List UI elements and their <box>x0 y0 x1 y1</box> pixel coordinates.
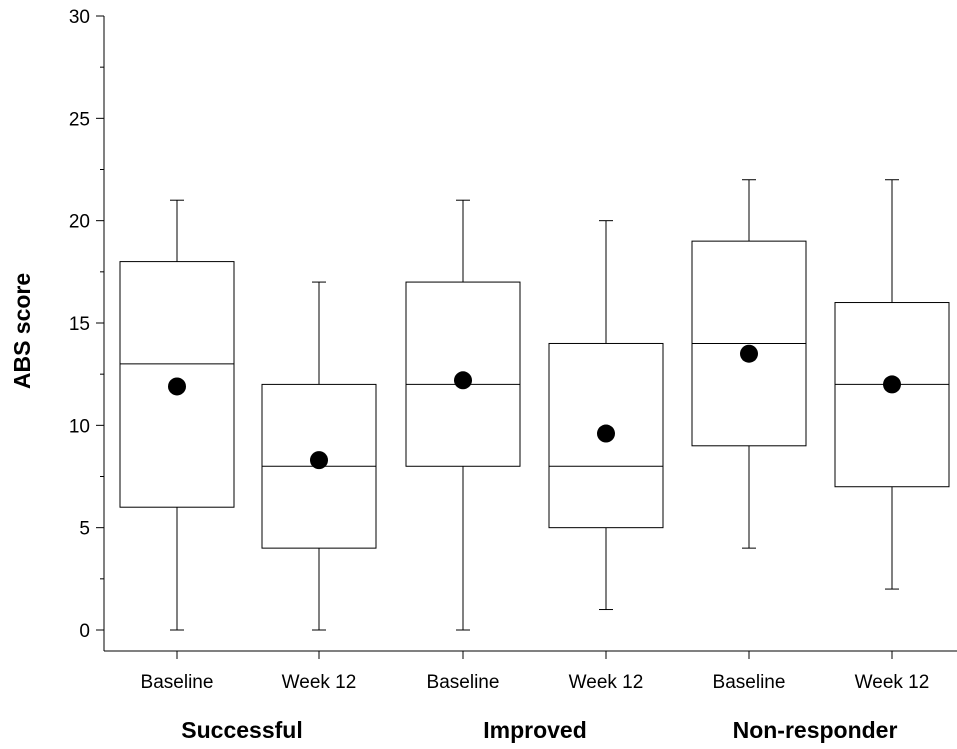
axes: 0 5 10 15 20 25 30 Baseline Week 12 Baseline Week … <box>69 7 957 743</box>
y-tick-label: 0 <box>79 621 90 642</box>
mean-marker <box>740 344 758 363</box>
x-category-label: Week 12 <box>282 672 357 693</box>
group-label: Successful <box>181 717 302 743</box>
box-4 <box>548 220 664 611</box>
y-tick-label: 25 <box>69 109 90 130</box>
mean-marker <box>168 377 186 396</box>
x-category-label: Baseline <box>141 672 214 693</box>
group-label: Improved <box>483 717 587 743</box>
mean-marker <box>454 371 472 390</box>
box-1 <box>119 199 235 631</box>
x-category-label: Week 12 <box>855 672 930 693</box>
box-6 <box>834 179 950 590</box>
x-category-label: Baseline <box>713 672 786 693</box>
x-category-label: Baseline <box>427 672 500 693</box>
boxes-layer <box>119 179 950 631</box>
box-5 <box>691 179 807 549</box>
x-category-label: Week 12 <box>569 672 644 693</box>
y-tick-label: 5 <box>79 519 90 540</box>
mean-marker <box>597 424 615 443</box>
mean-marker <box>310 451 328 470</box>
iqr-box <box>834 302 950 488</box>
y-tick-label: 15 <box>69 314 90 335</box>
y-tick-label: 10 <box>69 416 90 437</box>
group-label: Non-responder <box>733 717 898 743</box>
y-axis-title: ABS score <box>9 273 35 389</box>
y-tick-label: 30 <box>69 7 90 28</box>
box-2 <box>261 281 377 631</box>
y-tick-label: 20 <box>69 212 90 233</box>
mean-marker <box>883 375 901 394</box>
box-3 <box>405 199 521 631</box>
